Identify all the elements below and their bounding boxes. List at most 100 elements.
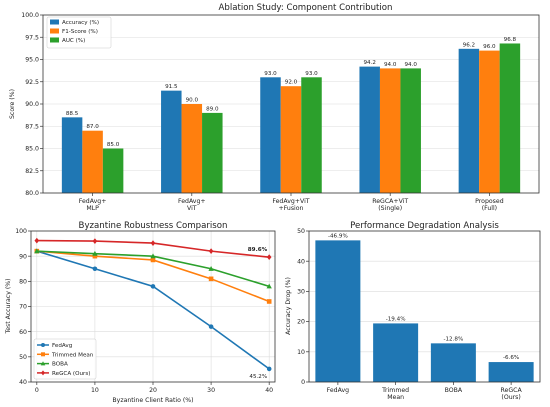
- degradation-x-tick: Mean: [387, 394, 404, 401]
- ablation-bar-label: 91.5: [165, 84, 178, 90]
- degradation-x-tick: FedAvg: [327, 387, 349, 394]
- robustness-y-tick: 90: [19, 253, 27, 260]
- ablation-x-tick: ReGCA+ViT: [372, 198, 408, 205]
- ablation-y-tick: 85.0: [25, 146, 39, 153]
- ablation-bar-label: 93.0: [305, 71, 318, 77]
- ablation-bar: [301, 77, 322, 193]
- degradation-y-tick: 50: [297, 228, 305, 235]
- robustness-point: [266, 254, 272, 261]
- robustness-y-tick: 60: [19, 329, 27, 336]
- robustness-point: [150, 253, 156, 259]
- robustness-legend-marker: [41, 352, 45, 357]
- ablation-legend-swatch: [50, 19, 59, 25]
- robustness-legend-marker: [41, 343, 45, 347]
- degradation-bar-label: -12.8%: [443, 336, 463, 342]
- robustness-point: [92, 238, 98, 244]
- degradation-bar: [430, 343, 476, 382]
- robustness-point: [208, 276, 214, 282]
- robustness-panel: Byzantine Robustness Comparison Test Acc…: [5, 221, 276, 404]
- ablation-bar: [61, 117, 83, 193]
- robustness-y-tick: 70: [19, 304, 27, 311]
- ablation-bar-label: 89.0: [206, 106, 219, 112]
- robustness-plot-frame: [30, 230, 276, 383]
- ablation-bar-label: 87.0: [86, 124, 99, 130]
- robustness-y-tick: 100: [15, 228, 27, 235]
- ablation-legend-label: F1-Score (%): [62, 29, 98, 35]
- robustness-annotation: 89.6%: [248, 247, 268, 253]
- degradation-x-tick: Trimmed: [381, 387, 409, 394]
- ablation-y-tick: 82.5: [25, 168, 39, 175]
- degradation-bar: [373, 323, 419, 382]
- ablation-bar: [280, 86, 302, 193]
- robustness-x-tick: 10: [91, 387, 99, 394]
- ablation-bar-label: 88.5: [66, 111, 79, 117]
- ablation-bar-label: 85.0: [107, 142, 120, 148]
- robustness-point: [266, 283, 272, 289]
- degradation-bar-label: -6.6%: [503, 355, 519, 361]
- ablation-x-tick: MLP: [86, 205, 99, 212]
- ablation-y-label: Score (%): [9, 89, 16, 119]
- robustness-point: [92, 266, 98, 272]
- ablation-y-tick: 90.0: [25, 101, 39, 108]
- ablation-title: Ablation Study: Component Contribution: [219, 3, 393, 13]
- degradation-y-tick: 20: [297, 319, 305, 326]
- robustness-point: [266, 366, 272, 372]
- ablation-bar: [181, 104, 203, 193]
- robustness-point: [34, 248, 40, 254]
- ablation-bar: [202, 112, 223, 193]
- ablation-legend: Accuracy (%) F1-Score (%) AUC (%): [46, 16, 112, 49]
- ablation-bar: [82, 130, 103, 193]
- ablation-x-tick: (Full): [482, 205, 497, 212]
- ablation-bar: [458, 48, 480, 193]
- degradation-y-tick: 40: [297, 258, 305, 265]
- ablation-y-tick: 97.5: [25, 34, 39, 41]
- ablation-plot-frame: [42, 14, 540, 194]
- ablation-panel: Ablation Study: Component Contribution S…: [9, 3, 540, 212]
- ablation-x-tick: ViT: [187, 205, 197, 212]
- ablation-y-tick: 100.0: [21, 12, 39, 19]
- ablation-bar: [479, 50, 500, 193]
- robustness-legend: FedAvg Trimmed Mean BOBA ReGCA (Ours): [33, 338, 97, 380]
- degradation-x-tick: (Ours): [501, 394, 520, 401]
- ablation-bar: [499, 43, 521, 194]
- degradation-x-tick: ReGCA: [501, 387, 523, 394]
- ablation-x-tick: FedAvg+ViT: [272, 198, 309, 205]
- robustness-y-tick: 50: [19, 354, 27, 361]
- ablation-bar-label: 94.0: [404, 62, 417, 68]
- robustness-point: [208, 248, 214, 255]
- robustness-x-tick: 40: [265, 387, 273, 394]
- ablation-bar: [359, 66, 380, 193]
- ablation-x-tick: Proposed: [475, 198, 504, 205]
- ablation-y-tick: 95.0: [25, 57, 39, 64]
- ablation-bar-label: 92.0: [285, 80, 298, 86]
- robustness-legend-label: FedAvg: [52, 343, 73, 349]
- ablation-bar-label: 96.0: [483, 44, 496, 50]
- robustness-annotation: 45.2%: [249, 374, 267, 380]
- robustness-legend-marker: [41, 370, 45, 376]
- robustness-legend-label: BOBA: [52, 362, 68, 368]
- ablation-legend-swatch: [50, 28, 59, 34]
- ablation-y-tick: 87.5: [25, 123, 39, 130]
- ablation-y-tick: 92.5: [25, 79, 39, 86]
- robustness-title: Byzantine Robustness Comparison: [79, 221, 228, 231]
- ablation-bar-label: 94.0: [384, 62, 397, 68]
- robustness-y-tick: 80: [19, 278, 27, 285]
- ablation-legend-label: AUC (%): [62, 38, 85, 44]
- ablation-bar: [260, 77, 281, 193]
- degradation-y-tick: 30: [297, 289, 305, 296]
- robustness-x-tick: 30: [207, 387, 215, 394]
- degradation-x-tick: BOBA: [445, 387, 463, 394]
- ablation-bar: [400, 68, 421, 193]
- ablation-legend-label: Accuracy (%): [62, 20, 99, 26]
- robustness-x-tick: 0: [35, 387, 39, 394]
- robustness-point: [208, 265, 214, 271]
- robustness-point: [266, 299, 272, 304]
- robustness-point: [92, 250, 98, 256]
- ablation-x-tick: +Fusion: [279, 205, 304, 212]
- robustness-point: [34, 237, 40, 244]
- ablation-bar-label: 96.2: [463, 42, 475, 48]
- degradation-y-label: Accuracy Drop (%): [285, 277, 292, 335]
- ablation-legend-box: [46, 16, 112, 49]
- ablation-bar-label: 94.2: [363, 60, 375, 66]
